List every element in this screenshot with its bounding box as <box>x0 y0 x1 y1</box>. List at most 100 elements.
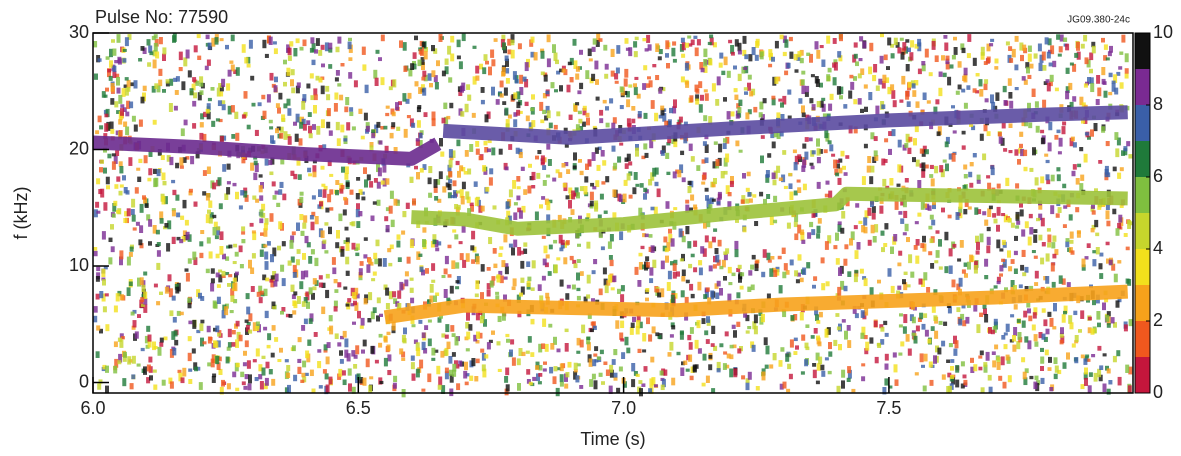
noise <box>361 318 365 326</box>
noise <box>828 68 832 73</box>
noise <box>753 107 757 113</box>
noise <box>825 357 829 360</box>
noise <box>893 100 897 107</box>
noise <box>1124 233 1128 237</box>
noise <box>576 288 580 291</box>
noise <box>326 357 330 365</box>
noise <box>1082 259 1086 268</box>
noise <box>590 183 594 187</box>
noise <box>719 288 723 296</box>
noise <box>435 248 439 252</box>
noise <box>1042 100 1046 108</box>
noise <box>471 231 475 240</box>
noise <box>729 354 733 359</box>
noise <box>642 333 646 341</box>
noise <box>1032 89 1036 97</box>
noise <box>188 336 192 341</box>
noise <box>999 137 1003 144</box>
noise <box>410 278 414 281</box>
noise <box>919 313 923 320</box>
noise <box>580 171 584 175</box>
noise <box>868 92 872 100</box>
noise <box>1083 35 1087 42</box>
noise <box>1097 88 1101 97</box>
noise <box>705 188 709 192</box>
noise <box>584 186 588 194</box>
noise <box>717 281 721 287</box>
noise <box>669 342 673 351</box>
noise <box>270 73 274 81</box>
noise <box>456 383 460 390</box>
noise <box>302 301 306 307</box>
noise <box>964 273 968 278</box>
noise <box>114 306 118 313</box>
noise <box>122 378 126 386</box>
noise <box>1065 241 1069 247</box>
noise <box>620 338 624 341</box>
noise <box>424 325 428 330</box>
noise <box>1126 141 1130 146</box>
noise <box>624 69 628 78</box>
noise <box>816 233 820 238</box>
noise <box>1108 92 1112 95</box>
noise <box>1040 258 1044 265</box>
noise <box>711 343 715 347</box>
noise <box>1034 256 1038 259</box>
noise <box>531 287 535 291</box>
noise <box>793 351 797 355</box>
noise <box>1078 329 1082 333</box>
noise <box>498 316 502 322</box>
noise <box>1097 346 1101 351</box>
noise <box>359 268 363 275</box>
noise <box>612 359 616 365</box>
noise <box>231 342 235 347</box>
noise <box>321 45 325 50</box>
noise <box>586 337 590 341</box>
noise <box>143 366 147 374</box>
noise <box>341 185 345 189</box>
noise <box>1096 247 1100 254</box>
noise <box>522 352 526 356</box>
noise <box>870 166 874 173</box>
noise <box>1051 242 1055 248</box>
noise <box>173 78 177 82</box>
noise <box>683 361 687 365</box>
noise <box>464 171 468 175</box>
noise <box>608 241 612 248</box>
noise <box>728 282 732 285</box>
noise <box>829 144 833 151</box>
noise <box>984 314 988 323</box>
noise <box>240 372 244 377</box>
noise <box>563 183 567 188</box>
noise <box>326 385 330 393</box>
noise <box>864 227 868 234</box>
noise <box>855 61 859 66</box>
noise <box>324 250 328 253</box>
noise <box>263 327 267 331</box>
noise <box>1011 223 1015 228</box>
noise <box>931 326 935 331</box>
noise <box>448 171 452 177</box>
noise <box>693 36 697 39</box>
noise <box>504 108 508 116</box>
noise <box>893 234 897 241</box>
noise <box>998 376 1002 381</box>
noise <box>152 342 156 351</box>
noise <box>580 340 584 348</box>
noise <box>943 160 947 163</box>
noise <box>520 251 524 255</box>
noise <box>169 157 173 165</box>
noise <box>899 313 903 316</box>
noise <box>500 93 504 97</box>
noise <box>1023 150 1027 156</box>
noise <box>546 201 550 210</box>
noise <box>178 370 182 373</box>
noise <box>553 240 557 244</box>
noise <box>394 199 398 206</box>
noise <box>292 231 296 235</box>
noise <box>1047 312 1051 317</box>
noise <box>129 102 133 109</box>
noise <box>588 49 592 57</box>
noise <box>1117 173 1121 179</box>
noise <box>728 267 732 273</box>
